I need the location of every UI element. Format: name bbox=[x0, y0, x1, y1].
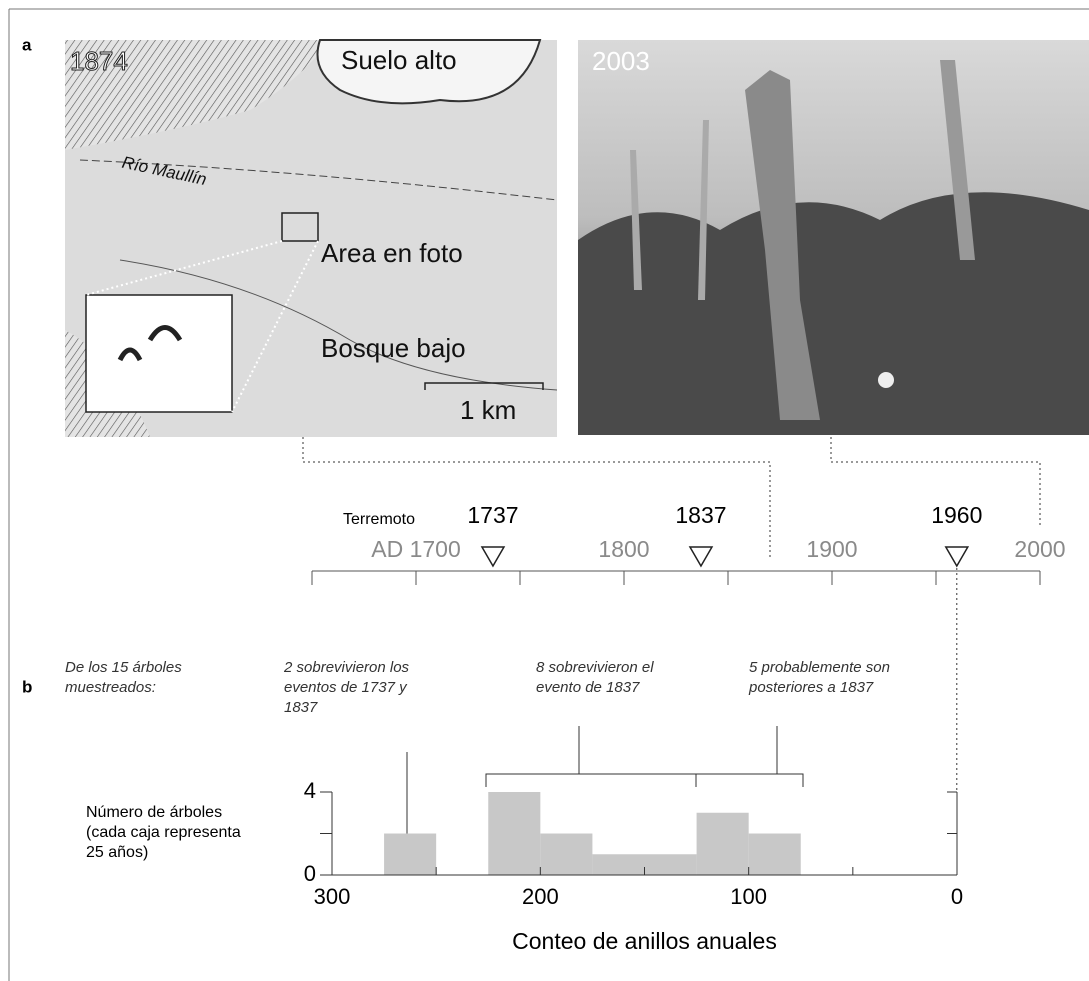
bar bbox=[592, 854, 644, 875]
annotation: eventos de 1737 y bbox=[284, 679, 408, 696]
map-label: Bosque bajo bbox=[321, 333, 466, 363]
bar bbox=[540, 834, 592, 876]
timeline-tick-label: 1900 bbox=[806, 536, 857, 562]
y-tick-label: 0 bbox=[304, 861, 316, 886]
x-tick-label: 300 bbox=[314, 884, 351, 909]
timeline-label: Terremoto bbox=[343, 511, 415, 528]
event-marker bbox=[482, 547, 504, 566]
x-tick-label: 100 bbox=[730, 884, 767, 909]
map-label: Suelo alto bbox=[341, 45, 457, 75]
annotation: 8 sobrevivieron el bbox=[536, 659, 654, 676]
event-year: 1737 bbox=[467, 502, 518, 528]
map-label: Area en foto bbox=[321, 238, 463, 268]
bar bbox=[697, 813, 749, 875]
annotation: posteriores a 1837 bbox=[748, 679, 874, 696]
y-axis-label: 25 años) bbox=[86, 844, 148, 861]
bar bbox=[645, 854, 697, 875]
timeline-tick-label: 2000 bbox=[1014, 536, 1065, 562]
figure: a b 1874 Suelo alto Río Maullín Area en … bbox=[0, 0, 1089, 981]
panel-label: a bbox=[22, 35, 32, 54]
annotation: 2 sobrevivieron los bbox=[283, 659, 410, 676]
panel-label: b bbox=[22, 677, 32, 696]
timeline-tick-label: 1800 bbox=[598, 536, 649, 562]
event-marker bbox=[946, 547, 968, 566]
photo-year: 2003 bbox=[592, 46, 650, 76]
x-tick-label: 200 bbox=[522, 884, 559, 909]
y-tick-label: 4 bbox=[304, 778, 316, 803]
annotation: 5 probablemente son bbox=[749, 659, 890, 676]
intro-text: De los 15 árboles bbox=[65, 659, 182, 676]
x-tick-label: 0 bbox=[951, 884, 963, 909]
map-year: 1874 bbox=[70, 46, 128, 76]
event-year: 1837 bbox=[675, 502, 726, 528]
y-axis-label: Número de árboles bbox=[86, 804, 222, 821]
y-axis-label: (cada caja representa bbox=[86, 824, 241, 841]
annotation: 1837 bbox=[284, 699, 318, 716]
event-year: 1960 bbox=[931, 502, 982, 528]
map-label: 1 km bbox=[460, 395, 516, 425]
bar bbox=[384, 834, 436, 876]
bar bbox=[749, 834, 801, 876]
timeline-tick-label: AD 1700 bbox=[371, 536, 461, 562]
bar bbox=[488, 792, 540, 875]
annotation: evento de 1837 bbox=[536, 679, 640, 696]
photo-image bbox=[578, 40, 1089, 435]
event-marker bbox=[690, 547, 712, 566]
intro-text: muestreados: bbox=[65, 679, 156, 696]
x-axis-label: Conteo de anillos anuales bbox=[512, 928, 777, 954]
map-image bbox=[65, 40, 557, 437]
